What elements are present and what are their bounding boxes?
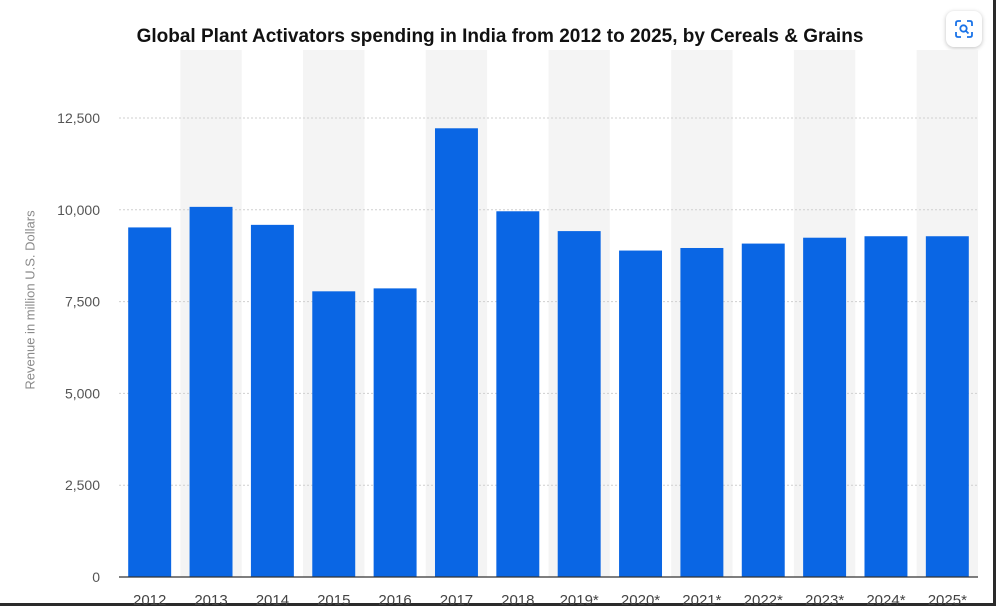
x-tick-label: 2021* <box>682 592 721 609</box>
chart-title: Global Plant Activators spending in Indi… <box>136 26 864 47</box>
zoom-button[interactable] <box>946 11 982 47</box>
x-tick-label: 2023* <box>805 592 844 609</box>
x-tick-label: 2014 <box>256 592 289 609</box>
bar <box>496 211 540 577</box>
x-tick-label: 2013 <box>194 592 227 609</box>
bar <box>557 231 601 577</box>
bar <box>128 227 172 577</box>
bar <box>434 128 478 577</box>
bar <box>741 243 785 577</box>
y-tick-label: 2,500 <box>65 477 100 493</box>
x-tick-label: 2017 <box>440 592 473 609</box>
x-tick-label: 2016 <box>378 592 411 609</box>
y-tick-label: 12,500 <box>57 110 100 126</box>
x-tick-label: 2018 <box>501 592 534 609</box>
y-tick-label: 0 <box>92 569 100 585</box>
bar <box>680 247 724 577</box>
bar <box>803 237 847 577</box>
bar <box>312 291 356 577</box>
bar <box>189 206 233 577</box>
x-tick-label: 2024* <box>866 592 905 609</box>
bar <box>373 288 417 577</box>
x-tick-label: 2025* <box>928 592 967 609</box>
bar <box>925 236 969 577</box>
y-tick-label: 10,000 <box>57 202 100 218</box>
zoom-icon <box>955 20 973 38</box>
bar <box>619 250 663 577</box>
x-tick-label: 2012 <box>133 592 166 609</box>
x-tick-label: 2020* <box>621 592 660 609</box>
y-tick-label: 5,000 <box>65 385 100 401</box>
bar <box>864 236 908 577</box>
x-tick-label: 2022* <box>744 592 783 609</box>
x-tick-label: 2015 <box>317 592 350 609</box>
x-tick-label: 2019* <box>560 592 599 609</box>
y-tick-label: 7,500 <box>65 294 100 310</box>
bar <box>250 224 294 577</box>
